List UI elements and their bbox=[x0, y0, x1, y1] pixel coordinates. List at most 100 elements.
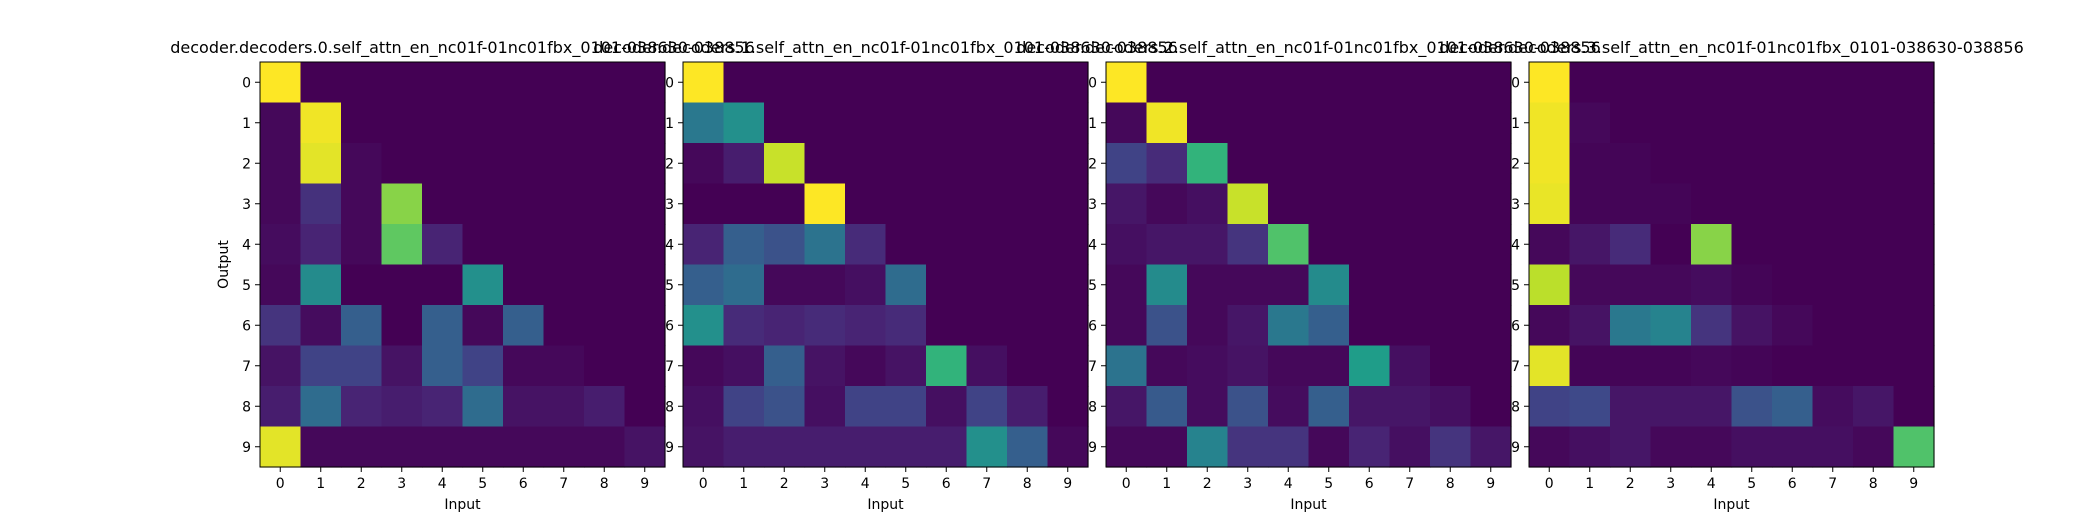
heatmap-cell bbox=[1610, 224, 1652, 266]
heatmap-cell bbox=[1308, 62, 1350, 104]
heatmap-cell bbox=[584, 264, 626, 306]
heatmap-cell bbox=[300, 426, 342, 468]
heatmap-cell bbox=[260, 426, 302, 468]
heatmap-cell bbox=[1007, 62, 1049, 104]
y-tick-label: 6 bbox=[665, 318, 674, 334]
heatmap-cell bbox=[584, 102, 626, 144]
heatmap-cell bbox=[1529, 264, 1571, 306]
heatmap-cell bbox=[1187, 386, 1229, 428]
heatmap-cell bbox=[1893, 264, 1935, 306]
heatmap-cell bbox=[1187, 102, 1229, 144]
heatmap-cell bbox=[1691, 143, 1733, 185]
y-tick-label: 4 bbox=[665, 237, 674, 253]
x-tick-label: 0 bbox=[699, 476, 708, 492]
heatmap-cell bbox=[1812, 224, 1854, 266]
y-tick-label: 2 bbox=[665, 156, 674, 172]
heatmap-cell bbox=[885, 62, 927, 104]
x-tick-label: 2 bbox=[357, 476, 366, 492]
heatmap-cell bbox=[584, 345, 626, 387]
heatmap-cell bbox=[1691, 345, 1733, 387]
heatmap-cell bbox=[1569, 345, 1611, 387]
heatmap-cell bbox=[1227, 386, 1269, 428]
heatmap-cell bbox=[462, 62, 504, 104]
heatmap-cell bbox=[1106, 62, 1148, 104]
heatmap-cell bbox=[1853, 264, 1895, 306]
x-tick-label: 9 bbox=[640, 476, 649, 492]
heatmap-cell bbox=[1430, 305, 1472, 347]
heatmap-cell bbox=[1650, 224, 1692, 266]
heatmap-cell bbox=[1389, 102, 1431, 144]
heatmap-cell bbox=[1812, 62, 1854, 104]
axes-frame bbox=[259, 61, 666, 468]
heatmap-cell bbox=[804, 426, 846, 468]
heatmap-cell bbox=[1349, 143, 1391, 185]
y-tick-label: 1 bbox=[665, 116, 674, 132]
heatmap-cell bbox=[1268, 305, 1310, 347]
heatmap-cell bbox=[1106, 102, 1148, 144]
heatmap-cell bbox=[885, 386, 927, 428]
heatmap-cell bbox=[1691, 426, 1733, 468]
heatmap-cell bbox=[1007, 102, 1049, 144]
heatmap-cell bbox=[1047, 305, 1089, 347]
heatmap-cell bbox=[1187, 426, 1229, 468]
heatmap-cell bbox=[543, 345, 585, 387]
heatmap-cell bbox=[926, 183, 968, 225]
heatmap-cell bbox=[683, 102, 725, 144]
heatmap-cell bbox=[300, 264, 342, 306]
heatmap-cell bbox=[1146, 102, 1188, 144]
heatmap-cell bbox=[966, 386, 1008, 428]
axes-frame bbox=[682, 61, 1089, 468]
heatmap-cell bbox=[845, 386, 887, 428]
y-tick-label: 3 bbox=[665, 197, 674, 213]
heatmap-cell bbox=[341, 224, 383, 266]
heatmap-cell bbox=[1772, 386, 1814, 428]
x-tick-label: 1 bbox=[739, 476, 748, 492]
heatmap-cell bbox=[543, 264, 585, 306]
heatmap-cell bbox=[1268, 386, 1310, 428]
heatmap-cell bbox=[1812, 345, 1854, 387]
heatmap-cell bbox=[1268, 183, 1310, 225]
heatmap-cell bbox=[1853, 224, 1895, 266]
heatmap-cell bbox=[1187, 305, 1229, 347]
heatmap-cell bbox=[1146, 426, 1188, 468]
heatmap-cell bbox=[1106, 224, 1148, 266]
x-tick-label: 3 bbox=[1666, 476, 1675, 492]
heatmap-cell bbox=[1430, 345, 1472, 387]
heatmap-cell bbox=[1691, 386, 1733, 428]
heatmap-cell bbox=[966, 143, 1008, 185]
heatmap-cell bbox=[503, 345, 545, 387]
heatmap-panel-2: 0 1 2 3 4 5 6 7 8 9 0 1 2 3 4 5 6 7 8 9 Input decoder.decoder… bbox=[1016, 38, 1601, 513]
heatmap-cell bbox=[1569, 224, 1611, 266]
heatmap-cell bbox=[1106, 305, 1148, 347]
heatmap-cell bbox=[1308, 386, 1350, 428]
heatmap-cell bbox=[1106, 386, 1148, 428]
heatmap-cell bbox=[1268, 102, 1310, 144]
x-tick-label: 8 bbox=[600, 476, 609, 492]
heatmap-cell bbox=[1529, 62, 1571, 104]
heatmap-cell bbox=[341, 264, 383, 306]
y-tick-label: 1 bbox=[1088, 116, 1097, 132]
heatmap-cell bbox=[422, 224, 464, 266]
heatmap-cell bbox=[1650, 264, 1692, 306]
heatmap-cell bbox=[845, 224, 887, 266]
heatmap-cell bbox=[723, 102, 765, 144]
heatmap-cell bbox=[1772, 62, 1814, 104]
heatmap-cell bbox=[804, 183, 846, 225]
heatmap-cell bbox=[1470, 305, 1512, 347]
heatmap-cell bbox=[764, 224, 806, 266]
heatmap-cell bbox=[1047, 386, 1089, 428]
heatmap-cell bbox=[422, 264, 464, 306]
heatmap-cell bbox=[422, 102, 464, 144]
heatmap-cell bbox=[462, 264, 504, 306]
heatmap-cell bbox=[1731, 264, 1773, 306]
heatmap-cell bbox=[926, 143, 968, 185]
y-tick-label: 8 bbox=[242, 399, 251, 415]
heatmap-cell bbox=[683, 386, 725, 428]
heatmap-cell bbox=[723, 143, 765, 185]
x-tick-label: 2 bbox=[1626, 476, 1635, 492]
y-tick-label: 2 bbox=[1511, 156, 1520, 172]
x-tick-label: 5 bbox=[1747, 476, 1756, 492]
y-tick-label: 4 bbox=[1511, 237, 1520, 253]
heatmap-cell bbox=[885, 143, 927, 185]
heatmap-cell bbox=[624, 386, 666, 428]
